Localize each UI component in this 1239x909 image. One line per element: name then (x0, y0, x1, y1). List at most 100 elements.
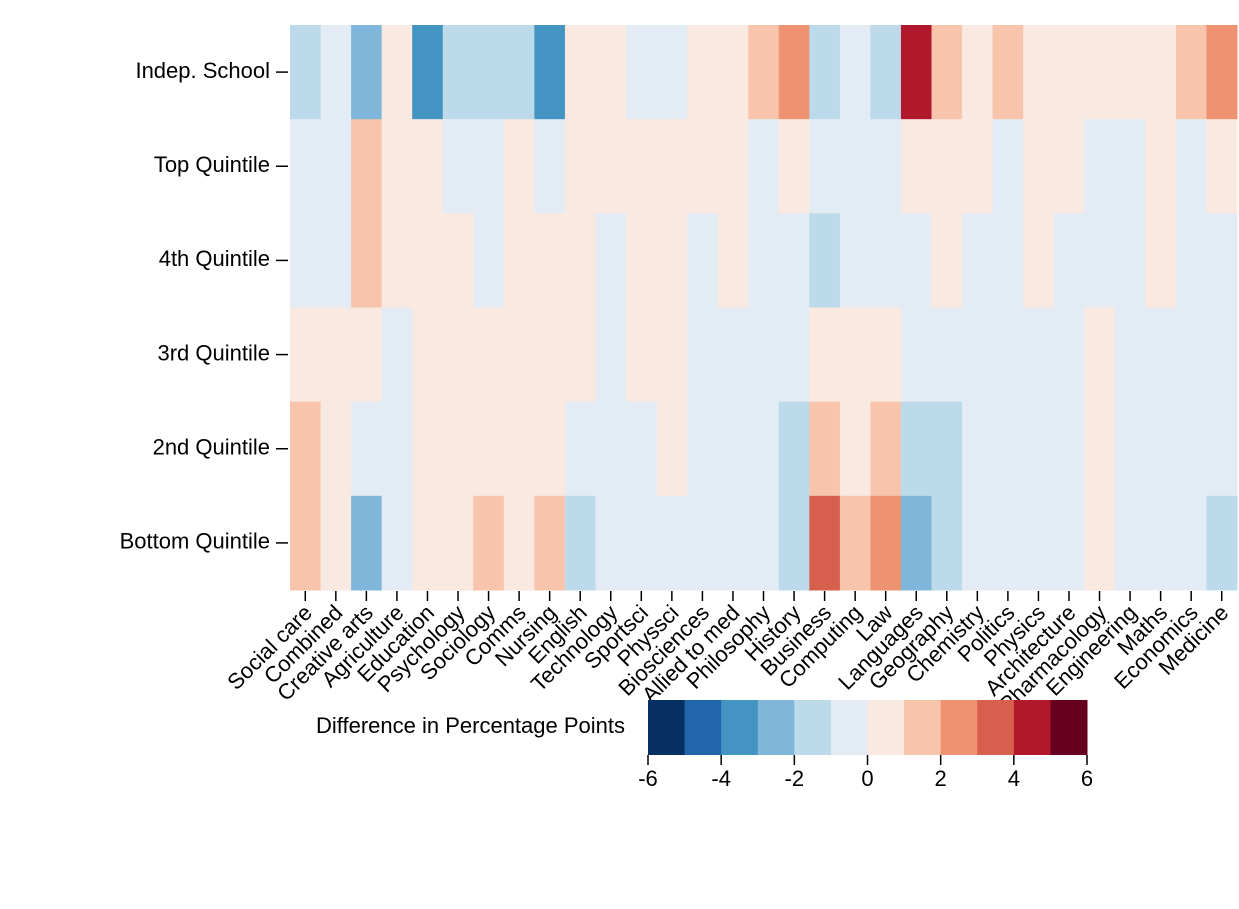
cell (1206, 25, 1238, 120)
cell (290, 401, 322, 497)
colorbar-swatch (830, 700, 868, 755)
cell (992, 307, 1024, 403)
cell (503, 307, 535, 403)
cell (412, 307, 444, 403)
cell (1206, 307, 1238, 403)
cell (534, 307, 566, 403)
cell (1053, 25, 1085, 120)
cell (1084, 307, 1116, 403)
y-tick-label: 2nd Quintile (153, 435, 270, 460)
cell (290, 119, 322, 214)
colorbar-tick-label: -6 (638, 766, 658, 791)
cell (687, 401, 719, 497)
colorbar-tick-label: -2 (785, 766, 805, 791)
cell (778, 401, 810, 497)
cell (381, 119, 413, 214)
cell (1053, 401, 1085, 497)
cell (992, 213, 1024, 308)
cell (900, 119, 933, 214)
cell (351, 119, 383, 214)
cell (1023, 25, 1055, 120)
cell (626, 307, 658, 403)
y-tick-label: Bottom Quintile (120, 529, 270, 554)
cell (351, 25, 383, 120)
cell (534, 25, 566, 120)
cell (626, 495, 658, 591)
cell (1175, 213, 1207, 308)
cell (626, 213, 658, 308)
colorbar-label: Difference in Percentage Points (316, 713, 625, 738)
cell (809, 401, 841, 497)
cell (1023, 495, 1055, 591)
cell (381, 213, 413, 308)
cell (1114, 307, 1146, 403)
cell (900, 213, 933, 308)
colorbar-swatch (794, 700, 832, 755)
cell (687, 495, 719, 591)
colorbar-tick-label: 2 (935, 766, 947, 791)
cell (931, 307, 963, 403)
colorbar-swatch (867, 700, 905, 755)
cell (839, 25, 871, 120)
cell (626, 401, 658, 497)
cell (900, 495, 933, 591)
cell (1053, 307, 1085, 403)
cell (564, 401, 596, 497)
cell (962, 307, 994, 403)
cell (442, 119, 474, 214)
cell (1145, 307, 1177, 403)
cell (351, 213, 383, 308)
cell (870, 495, 902, 591)
cell (595, 119, 627, 214)
cell (931, 495, 963, 591)
cell (1053, 213, 1085, 308)
cell (656, 213, 688, 308)
colorbar-swatch (977, 700, 1015, 755)
cell (687, 119, 719, 214)
cell (687, 213, 719, 308)
cell (1145, 213, 1177, 308)
y-tick-label: 4th Quintile (159, 246, 270, 271)
cell (992, 495, 1024, 591)
cell (351, 401, 383, 497)
cell (809, 307, 841, 403)
cell (717, 495, 749, 591)
cell (870, 25, 902, 120)
y-tick-label: Indep. School (135, 58, 270, 83)
cell (778, 495, 810, 591)
cell (962, 213, 994, 308)
cell (320, 119, 352, 214)
cell (595, 213, 627, 308)
cell (778, 213, 810, 308)
cell (748, 213, 780, 308)
cell (748, 25, 780, 120)
cell (473, 307, 505, 403)
cell (687, 25, 719, 120)
cell (839, 307, 871, 403)
cell (412, 25, 444, 120)
cell (778, 25, 810, 120)
cell (870, 213, 902, 308)
colorbar-tick-label: 0 (861, 766, 873, 791)
cell (564, 119, 596, 214)
cell (962, 119, 994, 214)
cell (473, 401, 505, 497)
cell (626, 119, 658, 214)
cell (962, 401, 994, 497)
cell (962, 25, 994, 120)
cell (839, 213, 871, 308)
cell (931, 213, 963, 308)
colorbar-tick-label: 4 (1008, 766, 1020, 791)
cell (992, 119, 1024, 214)
cell (1114, 495, 1146, 591)
cell (381, 495, 413, 591)
cell (1175, 495, 1207, 591)
cell (320, 213, 352, 308)
cell (1084, 25, 1116, 120)
cell (839, 401, 871, 497)
cell (320, 495, 352, 591)
cell (1206, 213, 1238, 308)
cell (839, 495, 871, 591)
cell (412, 213, 444, 308)
cell (870, 401, 902, 497)
